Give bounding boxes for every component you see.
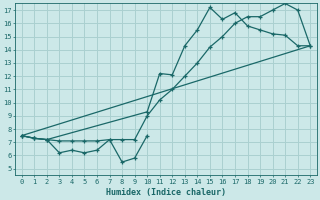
X-axis label: Humidex (Indice chaleur): Humidex (Indice chaleur) — [106, 188, 226, 197]
